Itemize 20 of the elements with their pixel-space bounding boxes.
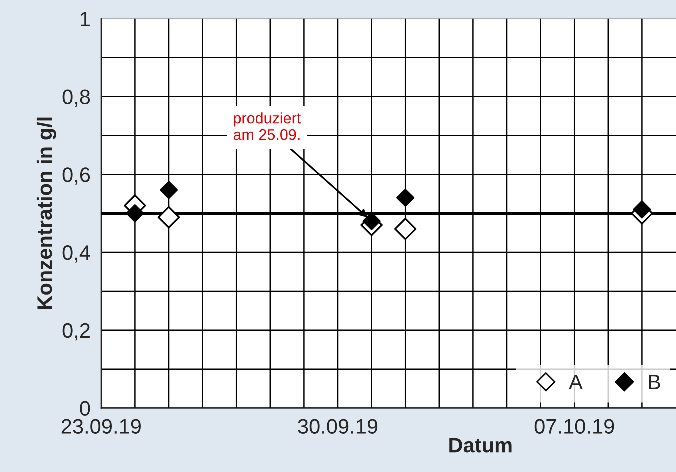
x-axis-title: Datum — [450, 438, 512, 453]
y-tick-label: 0,8 — [62, 90, 90, 107]
x-tick-label: 23.09.19 — [62, 419, 141, 434]
y-tick-label: 0,6 — [62, 168, 90, 185]
point — [158, 206, 180, 229]
x-tick-label: 30.09.19 — [298, 419, 378, 434]
y-tick-label: 0,2 — [62, 323, 90, 341]
annotation: produziert am 25.09. — [234, 112, 302, 140]
point — [396, 188, 415, 208]
point — [633, 200, 652, 219]
point — [394, 218, 417, 240]
point — [126, 204, 144, 223]
x-tick-label: 07.10.19 — [534, 419, 614, 434]
y-tick-label: 0,4 — [62, 246, 90, 263]
point — [160, 181, 178, 200]
legend-label: A — [569, 375, 583, 390]
y-tick-label: 1 — [80, 12, 90, 26]
y-axis-title: Konzentration in g/l — [36, 118, 56, 310]
y-tick-label: 0 — [80, 401, 90, 416]
legend-label: B — [649, 375, 660, 390]
